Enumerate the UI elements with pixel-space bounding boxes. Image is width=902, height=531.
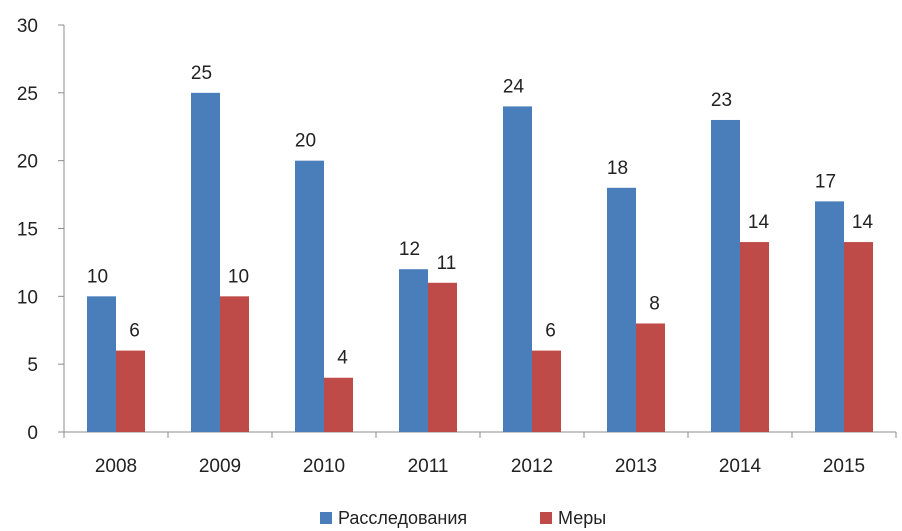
y-tick-label: 5 [27, 355, 38, 376]
data-label: 10 [87, 266, 108, 287]
y-axis: 0 5 10 15 20 25 30 [17, 16, 65, 444]
x-axis: 2008 2009 2010 2011 2012 2013 2014 2015 [63, 431, 897, 477]
legend-label: Меры [558, 508, 606, 528]
bar-investigations-2014 [711, 119, 740, 432]
bar-investigations-2012 [503, 106, 532, 433]
bar-investigations-2011 [399, 269, 428, 432]
bar-measures-2010 [324, 377, 353, 432]
bar-investigations-2008 [87, 296, 116, 432]
bar-measures-2015 [844, 242, 873, 432]
data-label: 14 [852, 212, 874, 233]
y-tick-label: 25 [17, 84, 38, 105]
x-tick-label: 2015 [823, 456, 865, 477]
y-tick-label: 30 [17, 16, 38, 37]
bar-measures-2011 [428, 282, 457, 432]
data-label: 23 [711, 90, 732, 111]
data-label: 20 [295, 131, 316, 152]
legend-swatch [320, 512, 332, 524]
legend-swatch [540, 512, 552, 524]
x-tick-label: 2008 [95, 456, 137, 477]
y-tick-label: 15 [17, 220, 38, 241]
bar-investigations-2009 [191, 92, 220, 432]
data-label: 14 [748, 212, 770, 233]
y-tick-label: 20 [17, 152, 38, 173]
x-tick-label: 2013 [615, 456, 657, 477]
bar-measures-2014 [740, 242, 769, 432]
x-tick-label: 2011 [408, 456, 449, 477]
data-label: 18 [607, 158, 628, 179]
y-tick-label: 10 [17, 287, 38, 308]
bar-investigations-2010 [295, 160, 324, 432]
data-label: 11 [437, 253, 457, 274]
bar-investigations-2013 [607, 187, 636, 432]
data-label: 25 [191, 63, 212, 84]
data-label: 17 [815, 171, 836, 192]
x-tick-label: 2010 [303, 456, 345, 477]
data-label: 12 [399, 239, 420, 260]
data-labels: 10 6 25 10 20 4 12 11 24 6 18 8 23 14 17 14 [87, 63, 874, 369]
data-label: 8 [649, 293, 660, 314]
data-label: 10 [228, 266, 249, 287]
legend: Расследования Меры [320, 508, 606, 528]
bar-investigations-2015 [815, 201, 844, 432]
x-tick-label: 2014 [719, 456, 762, 477]
data-label: 6 [545, 321, 556, 342]
bar-measures-2013 [636, 323, 665, 432]
data-label: 4 [337, 348, 348, 369]
bar-measures-2008 [116, 350, 145, 432]
bars [87, 92, 873, 433]
data-label: 24 [503, 76, 525, 97]
y-tick-label: 0 [27, 423, 38, 444]
bar-measures-2009 [220, 296, 249, 432]
data-label: 6 [129, 321, 140, 342]
x-tick-label: 2012 [511, 456, 553, 477]
legend-label: Расследования [338, 508, 467, 528]
x-tick-label: 2009 [199, 456, 241, 477]
bar-measures-2012 [532, 350, 561, 432]
